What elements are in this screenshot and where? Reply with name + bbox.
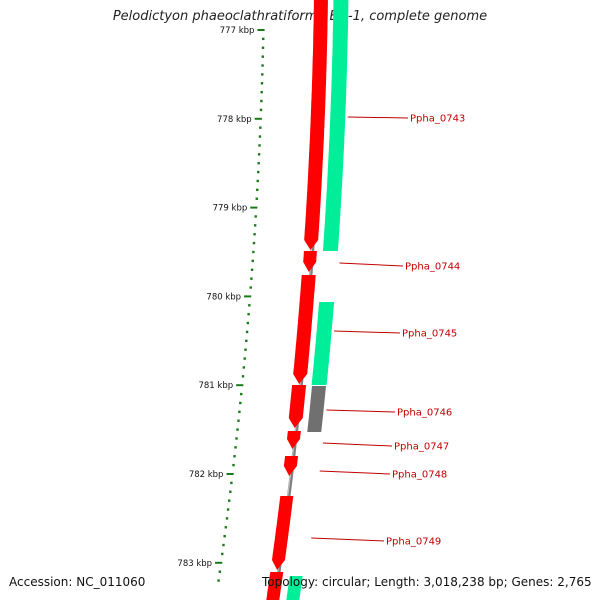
gene-feature[interactable] — [287, 431, 301, 449]
ruler-label: 783 kbp — [177, 559, 212, 569]
gene-feature[interactable] — [288, 385, 307, 428]
gene-label-leader — [334, 330, 401, 334]
ruler-label: 780 kbp — [206, 292, 241, 302]
gene-label-leader — [326, 409, 396, 413]
genome-summary-text: Topology: circular; Length: 3,018,238 bp… — [262, 575, 592, 589]
ruler-label: 782 kbp — [189, 470, 224, 480]
gene-label[interactable]: Ppha_0745 — [402, 329, 457, 340]
gene-label[interactable]: Ppha_0749 — [386, 537, 441, 548]
ruler-ticks — [215, 29, 265, 582]
gene-feature[interactable] — [285, 576, 303, 600]
gene-feature[interactable] — [322, 0, 349, 251]
gene-feature[interactable] — [307, 386, 326, 432]
ruler-label: 778 kbp — [217, 115, 252, 125]
gene-label[interactable]: Ppha_0748 — [392, 470, 447, 481]
gene-label[interactable]: Ppha_0744 — [405, 262, 460, 273]
gene-label-leader — [339, 262, 404, 267]
gene-label-leader — [347, 116, 409, 119]
gene-label-leader — [319, 470, 391, 475]
ruler-label: 779 kbp — [213, 204, 248, 214]
gene-feature[interactable] — [265, 572, 284, 600]
ruler-labels: 777 kbp 778 kbp 779 kbp 780 kbp 781 kbp 782 k… — [177, 26, 254, 569]
gene-feature[interactable] — [293, 275, 316, 384]
gene-label[interactable]: Ppha_0743 — [410, 114, 465, 125]
gene-feature[interactable] — [304, 0, 328, 250]
accession-text: Accession: NC_011060 — [9, 575, 146, 589]
gene-label-leader — [311, 537, 385, 542]
ruler-label: 781 kbp — [198, 381, 233, 391]
gene-label[interactable]: Ppha_0747 — [394, 442, 449, 453]
gene-feature[interactable] — [272, 496, 294, 570]
gene-feature[interactable] — [311, 302, 335, 385]
gene-feature[interactable] — [303, 251, 317, 272]
gene-feature[interactable] — [283, 456, 299, 476]
map-title: Pelodictyon phaeoclathratiforme BU-1, co… — [112, 9, 488, 24]
gene-label-leader — [322, 442, 393, 447]
ruler-label: 777 kbp — [220, 26, 255, 36]
gene-label[interactable]: Ppha_0746 — [397, 408, 452, 419]
gene-features[interactable] — [265, 0, 349, 600]
gene-labels[interactable]: Ppha_0743 Ppha_0744 Ppha_0745 Ppha_0746 Ppha… — [311, 114, 465, 548]
